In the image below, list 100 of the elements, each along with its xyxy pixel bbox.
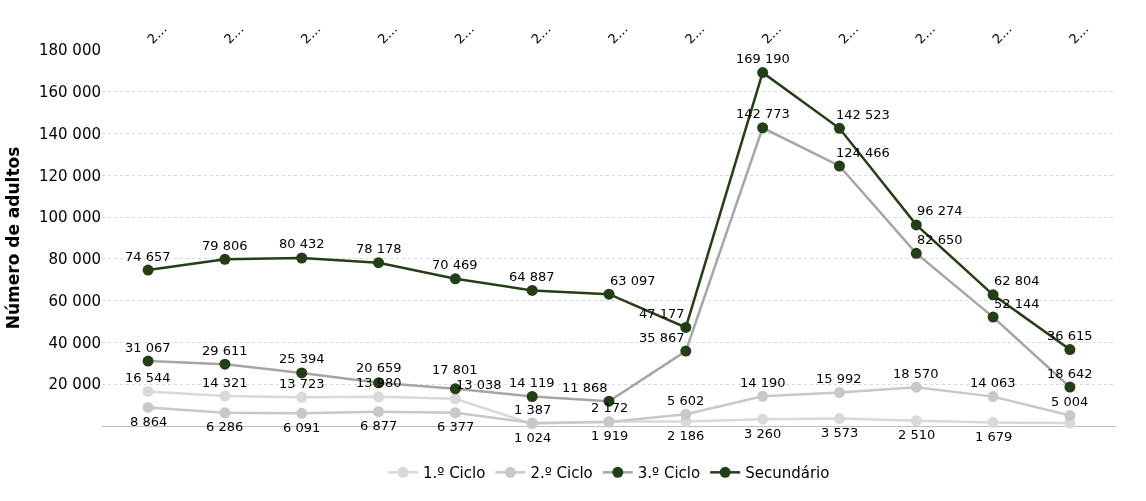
y-tick-label: 180 000 xyxy=(38,41,101,60)
data-label: 2 510 xyxy=(898,427,936,442)
point xyxy=(987,289,999,301)
data-label: 14 119 xyxy=(509,375,555,390)
point xyxy=(142,401,154,413)
point xyxy=(833,387,845,399)
y-tick-label: 140 000 xyxy=(38,124,101,143)
legend-label: 1.º Ciclo xyxy=(423,464,486,483)
data-label: 16 544 xyxy=(125,370,171,385)
x-tick-label: 2… xyxy=(989,20,1015,47)
y-tick-label: 100 000 xyxy=(38,208,101,227)
y-tick-label: 160 000 xyxy=(38,83,101,102)
point xyxy=(910,381,922,393)
y-tick-label: 120 000 xyxy=(38,166,101,185)
x-tick-label: 2… xyxy=(835,20,862,47)
legend-label: Secundário xyxy=(745,464,830,483)
y-axis-title: Número de adultos xyxy=(2,146,23,330)
data-label: 63 097 xyxy=(610,273,656,288)
x-tick-label: 2… xyxy=(144,20,170,47)
data-label: 18 642 xyxy=(1047,366,1093,381)
data-label: 31 067 xyxy=(125,340,171,355)
data-label: 1 679 xyxy=(975,429,1013,444)
data-label: 11 868 xyxy=(562,380,608,395)
point xyxy=(910,415,922,427)
point xyxy=(449,393,461,405)
y-tick-label: 20 000 xyxy=(48,375,101,394)
point xyxy=(1064,344,1076,356)
data-label: 1 919 xyxy=(591,428,629,443)
data-label: 169 190 xyxy=(736,51,790,66)
data-label: 14 063 xyxy=(970,375,1016,390)
data-label: 6 091 xyxy=(283,420,321,435)
data-label: 142 523 xyxy=(836,107,890,122)
data-label: 14 190 xyxy=(740,375,786,390)
data-label: 124 466 xyxy=(836,145,890,160)
data-label: 14 321 xyxy=(202,375,248,390)
data-label: 1 024 xyxy=(514,430,552,445)
x-tick-label: 2… xyxy=(297,20,324,47)
point xyxy=(142,264,154,276)
point xyxy=(373,406,385,418)
data-label: 20 659 xyxy=(356,360,402,375)
data-label: 2 172 xyxy=(591,400,629,415)
data-label: 74 657 xyxy=(125,249,171,264)
data-label: 64 887 xyxy=(509,269,555,284)
data-label: 6 377 xyxy=(437,419,475,434)
data-label: 8 864 xyxy=(130,414,168,429)
data-label: 5 602 xyxy=(667,393,705,408)
data-label: 5 004 xyxy=(1051,394,1089,409)
data-label: 18 570 xyxy=(893,366,939,381)
x-tick-label: 2… xyxy=(374,20,401,47)
point xyxy=(219,390,231,402)
data-label: 15 992 xyxy=(816,371,862,386)
point xyxy=(833,413,845,425)
x-tick-label: 2… xyxy=(221,20,247,47)
x-tick-label: 2… xyxy=(758,20,785,47)
point xyxy=(449,407,461,419)
x-tick-label: 2… xyxy=(681,20,708,47)
data-label: 17 801 xyxy=(432,362,478,377)
point xyxy=(296,407,308,419)
point xyxy=(526,391,538,403)
data-label: 80 432 xyxy=(279,236,325,251)
x-tick-label: 2… xyxy=(912,20,939,47)
point xyxy=(757,122,769,134)
data-label: 29 611 xyxy=(202,343,248,358)
legend-label: 2.º Ciclo xyxy=(530,464,593,483)
x-tick-label: 2… xyxy=(528,20,554,47)
data-label: 25 394 xyxy=(279,351,325,366)
point xyxy=(142,385,154,397)
y-tick-label: 60 000 xyxy=(48,291,101,310)
y-tick-label: 40 000 xyxy=(48,333,101,352)
x-tick-label: 2… xyxy=(605,20,631,47)
point xyxy=(757,390,769,402)
point xyxy=(373,257,385,269)
point xyxy=(526,284,538,296)
point xyxy=(987,311,999,323)
point xyxy=(219,358,231,370)
point xyxy=(1064,410,1076,422)
point xyxy=(1064,381,1076,393)
data-label: 82 650 xyxy=(917,232,963,247)
data-label: 6 286 xyxy=(206,419,244,434)
point xyxy=(142,355,154,367)
point xyxy=(833,160,845,172)
data-label: 79 806 xyxy=(202,238,248,253)
point xyxy=(680,345,692,357)
point xyxy=(219,253,231,265)
data-label: 96 274 xyxy=(917,203,963,218)
point xyxy=(296,252,308,264)
legend-label: 3.º Ciclo xyxy=(637,464,701,483)
data-label: 6 877 xyxy=(360,418,398,433)
point xyxy=(680,321,692,333)
x-tick-label: 2… xyxy=(1066,20,1092,47)
data-label: 78 178 xyxy=(356,241,402,256)
point xyxy=(219,407,231,419)
data-label: 1 387 xyxy=(514,402,552,417)
data-label: 2 186 xyxy=(667,428,705,443)
data-label: 3 573 xyxy=(821,425,859,440)
data-label: 62 804 xyxy=(994,273,1040,288)
data-label: 13 038 xyxy=(456,377,502,392)
x-tick-label: 2… xyxy=(451,20,478,47)
point xyxy=(987,391,999,403)
point xyxy=(757,413,769,425)
